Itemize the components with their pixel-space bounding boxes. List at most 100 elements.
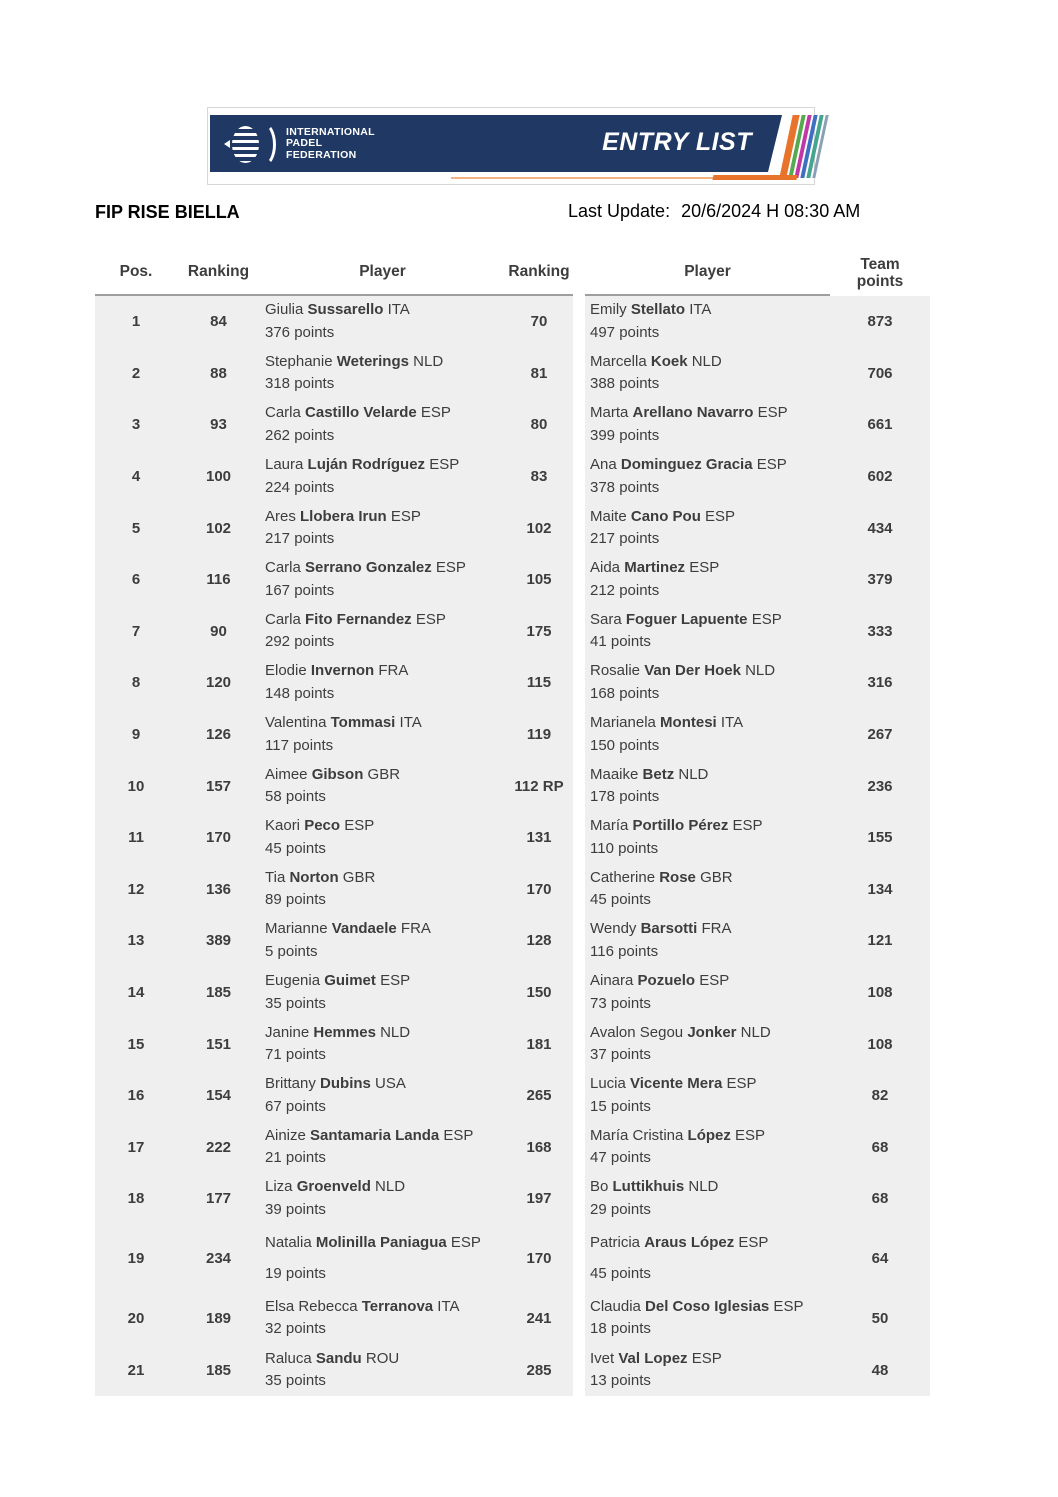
column-gap [573,1069,585,1122]
ranking-cell: 241 [505,1292,573,1345]
pos-cell: 14 [95,966,177,1019]
ranking-cell: 170 [177,811,260,864]
player-cell: Ivet Val Lopez ESP 13 points [585,1344,830,1396]
player-name: Avalon Segou Jonker NLD [590,1023,771,1041]
pos-cell: 13 [95,915,177,967]
player-cell: Tia Norton GBR 89 points [260,863,505,916]
ranking-cell: 88 [177,347,260,400]
column-gap [573,605,585,658]
ranking-cell: 189 [177,1292,260,1345]
player-name: Eugenia Guimet ESP [265,972,411,990]
player-cell: Emily Stellato ITA 497 points [585,296,830,348]
player-name: Marianela Montesi ITA [590,714,744,732]
team-points-cell: 134 [830,863,930,916]
player-points: 262 points [265,426,335,444]
ranking-cell: 90 [177,605,260,658]
pos-cell: 9 [95,708,177,761]
player-points: 35 points [265,1372,326,1390]
table-body: 1 84 Giulia Sussarello ITA 376 points 70 Emil… [95,296,930,1396]
team-points-cell: 82 [830,1069,930,1122]
last-update-value: 20/6/2024 H 08:30 AM [681,201,861,221]
ranking-cell: 83 [505,450,573,503]
player-cell: Giulia Sussarello ITA 376 points [260,296,505,348]
player-points: 5 points [265,942,318,960]
player-cell: Marta Arellano Navarro ESP 399 points [585,399,830,451]
table-row: 20 189 Elsa Rebecca Terranova ITA 32 points… [95,1292,930,1345]
player-name: Lucia Vicente Mera ESP [590,1075,757,1093]
ranking-cell: 136 [177,863,260,916]
player-points: 41 points [590,633,651,651]
player-name: Marcella Koek NLD [590,352,722,370]
team-points-cell: 68 [830,1121,930,1174]
player-points: 399 points [590,426,660,444]
column-gap [573,966,585,1019]
player-name: Tia Norton GBR [265,868,376,886]
player-cell: Marianne Vandaele FRA 5 points [260,915,505,967]
table-row: 17 222 Ainize Santamaria Landa ESP 21 point… [95,1121,930,1174]
ranking-cell: 126 [177,708,260,761]
table-row: 5 102 Ares Llobera Irun ESP 217 points 102 Ma… [95,502,930,554]
team-points-header-text: Team points [856,256,904,290]
player-name: Ivet Val Lopez ESP [590,1349,722,1367]
entry-table: Pos. Ranking Player Ranking Player Team … [95,250,930,1396]
player-cell: Lucia Vicente Mera ESP 15 points [585,1069,830,1122]
player-name: Ares Llobera Irun ESP [265,507,421,525]
player-cell: Aimee Gibson GBR 58 points [260,760,505,812]
player-cell: Stephanie Weterings NLD 318 points [260,347,505,400]
column-gap [573,1018,585,1070]
player-name: Rosalie Van Der Hoek NLD [590,662,776,680]
team-points-cell: 50 [830,1292,930,1345]
logo-line: PADEL [286,137,323,150]
column-gap [573,760,585,812]
player-points: 45 points [590,891,651,909]
team-points-cell: 706 [830,347,930,400]
col-header-player2: Player [585,250,830,296]
player-name: Aida Martinez ESP [590,559,720,577]
team-points-cell: 108 [830,1018,930,1070]
banner-stripes [779,115,829,178]
player-name: Claudia Del Coso Iglesias ESP [590,1297,804,1315]
player-points: 18 points [590,1320,651,1338]
pos-cell: 12 [95,863,177,916]
player-points: 217 points [265,530,335,548]
player-name: Ana Dominguez Gracia ESP [590,456,787,474]
player-points: 32 points [265,1320,326,1338]
player-name: Valentina Tommasi ITA [265,714,422,732]
player-points: 45 points [265,839,326,857]
player-cell: Ainize Santamaria Landa ESP 21 points [260,1121,505,1174]
team-points-cell: 333 [830,605,930,658]
ipf-logo: INTERNATIONAL PADEL FEDERATION [224,124,375,164]
player-points: 217 points [590,530,660,548]
player-name: Wendy Barsotti FRA [590,920,732,938]
player-points: 45 points [590,1265,651,1283]
col-header-gap [573,250,585,296]
team-points-cell: 236 [830,760,930,812]
player-name: Carla Fito Fernandez ESP [265,610,446,628]
team-points-cell: 108 [830,966,930,1019]
player-points: 19 points [265,1265,326,1283]
pos-cell: 17 [95,1121,177,1174]
column-gap [573,1173,585,1225]
ranking-cell: 389 [177,915,260,967]
table-row: 3 93 Carla Castillo Velarde ESP 262 points 8… [95,399,930,451]
pos-cell: 3 [95,399,177,451]
team-points-cell: 602 [830,450,930,503]
player-points: 148 points [265,684,335,702]
pos-cell: 16 [95,1069,177,1122]
column-gap [573,399,585,451]
ranking-cell: 128 [505,915,573,967]
ranking-cell: 175 [505,605,573,658]
entry-list-label: ENTRY LIST [602,128,752,156]
player-name: Ainize Santamaria Landa ESP [265,1126,474,1144]
ranking-cell: 157 [177,760,260,812]
table-row: 9 126 Valentina Tommasi ITA 117 points 119 Ma… [95,708,930,761]
ranking-cell: 265 [505,1069,573,1122]
player-cell: Aida Martinez ESP 212 points [585,553,830,606]
pos-cell: 2 [95,347,177,400]
pos-cell: 18 [95,1173,177,1225]
team-points-cell: 267 [830,708,930,761]
player-name: Maaike Betz NLD [590,765,709,783]
player-cell: Patricia Araus López ESP 45 points [585,1224,830,1293]
column-gap [573,296,585,348]
ranking-cell: 154 [177,1069,260,1122]
